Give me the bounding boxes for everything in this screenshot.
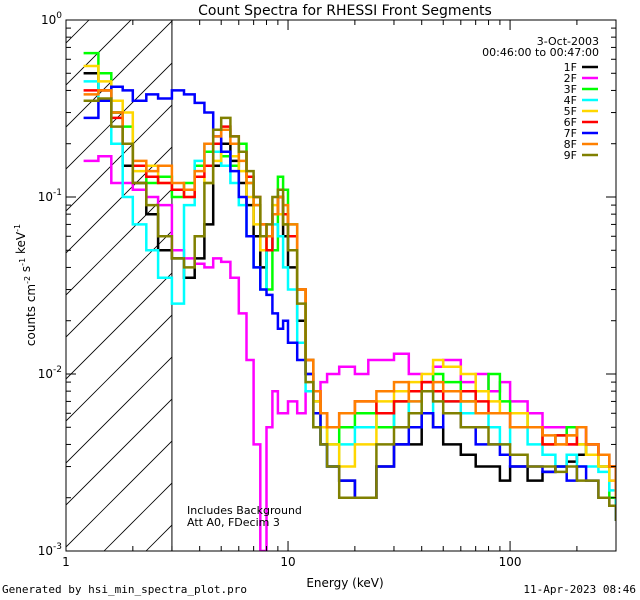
axes: 1 10 100 10-3 10-2 10-1 100 bbox=[38, 11, 617, 569]
hatch-line bbox=[66, 230, 172, 338]
series-7F-line bbox=[83, 85, 616, 522]
hatch-line bbox=[66, 272, 172, 380]
y-tick-label: 10-2 bbox=[38, 365, 62, 381]
hatch-line bbox=[230, 20, 640, 551]
hatch-line bbox=[66, 188, 172, 296]
footer-generated-by: Generated by hsi_min_spectra_plot.pro bbox=[2, 583, 248, 596]
hatch-line bbox=[66, 20, 172, 128]
hatch-line bbox=[66, 146, 172, 254]
x-axis-label: Energy (keV) bbox=[306, 576, 383, 590]
series-4F-line bbox=[83, 80, 616, 522]
series-9F-line bbox=[83, 97, 616, 522]
series-5F-line bbox=[83, 64, 616, 499]
legend-label-3F: 3F bbox=[564, 83, 577, 96]
chart-title: Count Spectra for RHESSI Front Segments bbox=[198, 3, 492, 19]
y-tick-label: 10-3 bbox=[38, 542, 62, 558]
hatch-line bbox=[66, 356, 172, 464]
x-tick-label: 10 bbox=[280, 555, 295, 569]
legend-label-5F: 5F bbox=[564, 105, 577, 118]
annotation-background: Includes Background bbox=[187, 504, 302, 517]
legend-label-2F: 2F bbox=[564, 72, 577, 85]
legend: 3-Oct-2003 00:46:00 to 00:47:00 1F2F3F4F… bbox=[482, 35, 599, 162]
legend-label-1F: 1F bbox=[564, 61, 577, 74]
plot-frame bbox=[65, 19, 617, 552]
hatch-line bbox=[66, 440, 172, 548]
legend-time-range: 00:46:00 to 00:47:00 bbox=[482, 46, 599, 59]
series-3F-line bbox=[83, 51, 616, 522]
y-axis-label: counts cm-2 s-1 keV-1 bbox=[13, 224, 38, 346]
legend-label-9F: 9F bbox=[564, 149, 577, 162]
y-tick-label: 10-1 bbox=[38, 188, 62, 204]
x-tick-label: 100 bbox=[499, 555, 522, 569]
legend-label-7F: 7F bbox=[564, 127, 577, 140]
y-tick-label: 100 bbox=[41, 11, 62, 27]
series-1F-line bbox=[83, 72, 616, 522]
legend-label-8F: 8F bbox=[564, 138, 577, 151]
hatch-line bbox=[608, 20, 640, 551]
footer-timestamp: 11-Apr-2023 08:46 bbox=[523, 583, 636, 596]
series-2F-line bbox=[83, 154, 616, 551]
annotation-attenuator: Att A0, FDecim 3 bbox=[187, 516, 280, 529]
legend-label-4F: 4F bbox=[564, 94, 577, 107]
x-tick-label: 1 bbox=[62, 555, 70, 569]
hatch-line bbox=[66, 314, 172, 422]
legend-date: 3-Oct-2003 bbox=[537, 35, 599, 48]
series-layer bbox=[83, 51, 616, 551]
legend-label-6F: 6F bbox=[564, 116, 577, 129]
series-8F-line bbox=[83, 89, 616, 499]
hatch-line bbox=[66, 398, 172, 506]
hatch-line bbox=[66, 62, 172, 170]
hatch-line bbox=[66, 104, 172, 212]
series-6F-line bbox=[83, 89, 616, 492]
